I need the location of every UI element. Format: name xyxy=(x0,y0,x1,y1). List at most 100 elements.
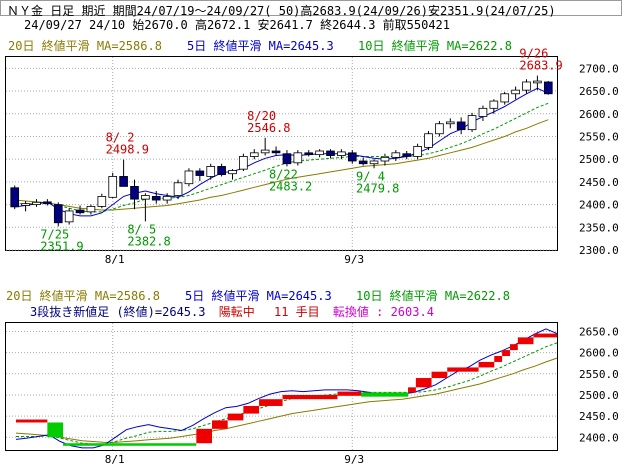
upper-legend-ma20: 20日 終値平滑 MA=2586.8 xyxy=(8,38,162,53)
candle-body xyxy=(53,204,63,224)
candle xyxy=(326,149,335,159)
candle-body xyxy=(217,166,226,176)
lower-x-tick-label: 9/3 xyxy=(344,453,364,466)
candle-body xyxy=(326,150,335,156)
candle xyxy=(32,199,41,207)
candle xyxy=(108,172,118,199)
candle xyxy=(424,131,433,151)
sanpo-brick xyxy=(196,428,213,444)
candle-body xyxy=(239,156,248,170)
candle-body xyxy=(43,201,52,205)
lower-plot-frame xyxy=(5,322,558,451)
lower-y-tick-label: 2450.0 xyxy=(579,410,619,423)
sanpo-brick xyxy=(360,392,409,397)
annotation-text: 8/20 xyxy=(247,109,276,123)
sanpo-brick xyxy=(431,371,448,379)
candle-body xyxy=(522,81,531,91)
candle xyxy=(391,150,401,161)
candle xyxy=(402,151,412,160)
candle xyxy=(184,168,194,187)
candle-body xyxy=(64,210,74,223)
candle-body xyxy=(32,201,41,205)
candle xyxy=(413,143,422,160)
candle xyxy=(293,150,303,166)
lower-y-tick-label: 2650.0 xyxy=(579,325,619,338)
sanpo-brick xyxy=(502,350,510,357)
candle-body xyxy=(10,187,20,208)
candle xyxy=(315,149,324,158)
candle xyxy=(467,112,477,132)
candle-body xyxy=(402,153,412,157)
candle xyxy=(456,117,466,135)
candle xyxy=(445,118,455,129)
candle-body xyxy=(347,152,357,162)
candle-body xyxy=(119,176,128,187)
candle-body xyxy=(195,170,205,176)
sanpo-brick xyxy=(259,399,283,406)
upper-legend-ma5: 5日 終値平滑 MA=2645.3 xyxy=(187,38,334,53)
candle-body xyxy=(413,146,422,157)
candle xyxy=(347,150,357,164)
candle-body xyxy=(21,203,30,206)
lower-legend-ma5: 5日 終値平滑 MA=2645.3 xyxy=(185,288,332,303)
candle-body xyxy=(282,153,292,165)
upper-y-tick-label: 2300.0 xyxy=(579,244,619,257)
candle-body xyxy=(108,176,118,198)
lower-x-tick-label: 8/1 xyxy=(105,453,125,466)
candle-body xyxy=(380,156,390,162)
sanpo-brick xyxy=(337,391,361,396)
candle-body xyxy=(435,123,444,135)
candle-body xyxy=(97,196,107,207)
candle xyxy=(543,81,553,95)
candle xyxy=(75,205,85,215)
upper-y-tick-label: 2500.0 xyxy=(579,153,619,166)
candle xyxy=(162,193,172,204)
candle xyxy=(271,146,281,156)
annotation-text: 8/22 xyxy=(269,167,298,181)
upper-y-tick-label: 2400.0 xyxy=(579,199,619,212)
candle-body xyxy=(151,196,161,201)
window-title-bar: ＮＹ金 日足 期近 期間24/07/19～24/09/27( 50)高2683.… xyxy=(0,0,622,18)
candle-body xyxy=(337,151,346,156)
candle-body xyxy=(543,81,553,95)
sanpo-brick xyxy=(447,367,479,372)
candle-body xyxy=(206,166,216,177)
upper-y-tick-label: 2650.0 xyxy=(579,85,619,98)
annotation-text: 2382.8 xyxy=(127,234,170,248)
annotation-text: 2479.8 xyxy=(356,181,399,195)
candle xyxy=(119,159,128,187)
candle-body xyxy=(315,150,324,156)
lower-y-tick-label: 2500.0 xyxy=(579,389,619,402)
candle xyxy=(206,163,216,180)
candle xyxy=(151,190,161,204)
candle-body xyxy=(500,93,510,103)
upper-y-tick-label: 2700.0 xyxy=(579,62,619,75)
annotation-text: 7/25 xyxy=(40,227,69,241)
candle-body xyxy=(391,152,401,158)
candle-body xyxy=(467,115,477,131)
candle-body xyxy=(456,121,466,131)
candle-body xyxy=(369,160,379,165)
sanpo-brick xyxy=(517,337,534,345)
candle xyxy=(86,204,96,215)
sanpo-brick xyxy=(415,378,432,388)
candle xyxy=(500,91,510,105)
sanpo-status-prefix: 3段抜き新値足 (終値)=2645.3 xyxy=(30,304,205,319)
candle-body xyxy=(173,182,183,196)
sanpo-brick xyxy=(212,420,228,429)
candle-body xyxy=(511,89,520,95)
candle xyxy=(478,105,488,122)
candle xyxy=(522,79,531,94)
sanpo-status-line: 3段抜き新値足 (終値)=2645.3 陽転中 11 手目 転換値 : 2603… xyxy=(30,304,434,319)
annotation-text: 9/ 4 xyxy=(356,169,385,183)
candle xyxy=(53,202,63,227)
candle xyxy=(304,150,314,157)
candle xyxy=(130,179,139,210)
sanpo-brick xyxy=(63,443,197,446)
sanpo-brick xyxy=(16,419,48,423)
candle xyxy=(337,149,346,160)
candle xyxy=(511,86,520,100)
